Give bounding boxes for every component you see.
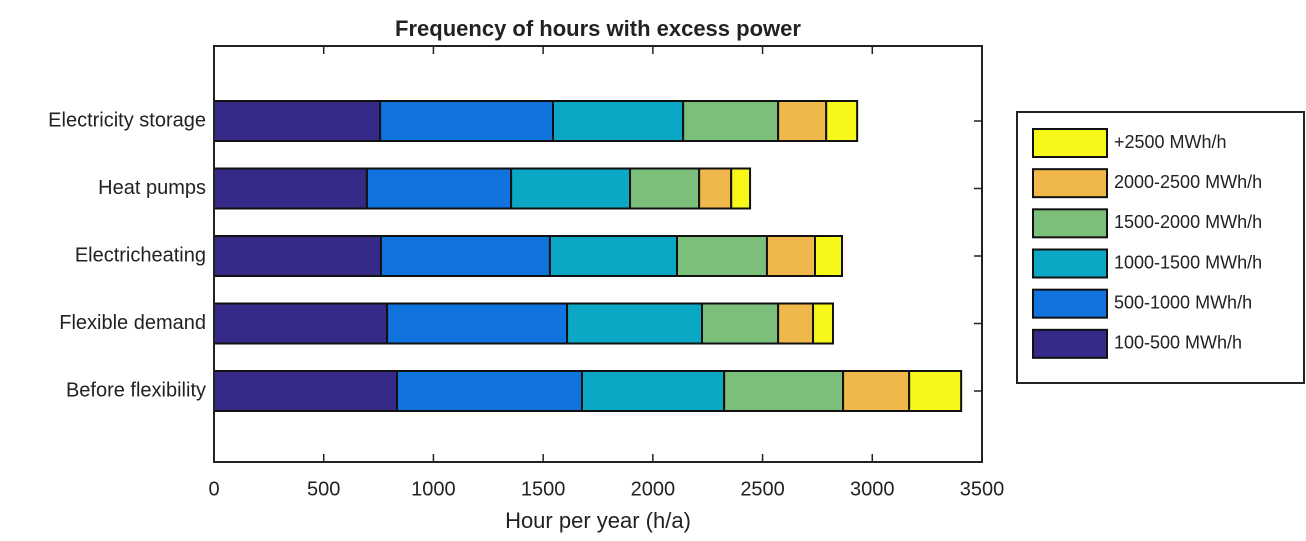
- x-tick-label: 3500: [960, 478, 1005, 500]
- legend-label: 100-500 MWh/h: [1114, 333, 1242, 353]
- x-tick-label: 500: [307, 478, 340, 500]
- bar-segment: [777, 100, 828, 142]
- legend-swatch: [1032, 208, 1108, 239]
- bar-segment: [213, 167, 368, 210]
- bar-segment: [213, 235, 382, 277]
- bar-segment: [675, 235, 768, 277]
- x-tick-label: 3000: [850, 478, 895, 500]
- legend-swatch: [1032, 248, 1108, 279]
- bar-segment: [908, 370, 963, 412]
- x-tick-label: 2000: [631, 478, 676, 500]
- bar-segment: [580, 370, 726, 412]
- bar-segment: [814, 235, 844, 277]
- bar-segment: [396, 370, 583, 412]
- bar-segment: [730, 167, 752, 210]
- bar-segment: [765, 235, 817, 277]
- y-tick-label: Flexible demand: [59, 312, 206, 334]
- bar-segment: [566, 302, 704, 345]
- bar-segment: [698, 167, 733, 210]
- y-tick-label: Electricity storage: [48, 109, 206, 131]
- legend-swatch: [1032, 168, 1108, 199]
- legend-swatch: [1032, 328, 1108, 359]
- bar-segment: [701, 302, 780, 345]
- bar-segment: [548, 235, 678, 277]
- bar-segment: [777, 302, 815, 345]
- chart-title: Frequency of hours with excess power: [395, 16, 801, 41]
- x-tick-label: 2500: [740, 478, 785, 500]
- legend-swatch: [1032, 288, 1108, 319]
- x-tick-label: 1500: [521, 478, 566, 500]
- legend-label: 500-1000 MWh/h: [1114, 292, 1252, 312]
- x-tick-label: 0: [208, 478, 219, 500]
- bar-segment: [379, 100, 555, 142]
- x-axis-label: Hour per year (h/a): [505, 508, 691, 533]
- bar-segment: [682, 100, 780, 142]
- legend-label: 1500-2000 MWh/h: [1114, 212, 1262, 232]
- legend-label: +2500 MWh/h: [1114, 132, 1227, 152]
- bar-segment: [510, 167, 632, 210]
- bar-segment: [379, 235, 551, 277]
- bar-segment: [365, 167, 513, 210]
- bar-segment: [386, 302, 569, 345]
- legend-label: 2000-2500 MWh/h: [1114, 172, 1262, 192]
- axes-box: [213, 45, 983, 463]
- bar-segment: [812, 302, 835, 345]
- x-tick-label: 1000: [411, 478, 456, 500]
- legend-label: 1000-1500 MWh/h: [1114, 252, 1262, 272]
- bar-segment: [552, 100, 685, 142]
- bar-segment: [629, 167, 701, 210]
- bar-segment: [213, 302, 389, 345]
- legend-swatch: [1032, 128, 1108, 158]
- y-tick-label: Before flexibility: [66, 379, 206, 401]
- y-tick-label: Heat pumps: [98, 177, 206, 199]
- bar-segment: [842, 370, 911, 412]
- bar-segment: [213, 370, 399, 412]
- y-tick-label: Electricheating: [75, 244, 206, 266]
- bar-segment: [825, 100, 859, 142]
- bar-segment: [213, 100, 382, 142]
- bar-segment: [723, 370, 845, 412]
